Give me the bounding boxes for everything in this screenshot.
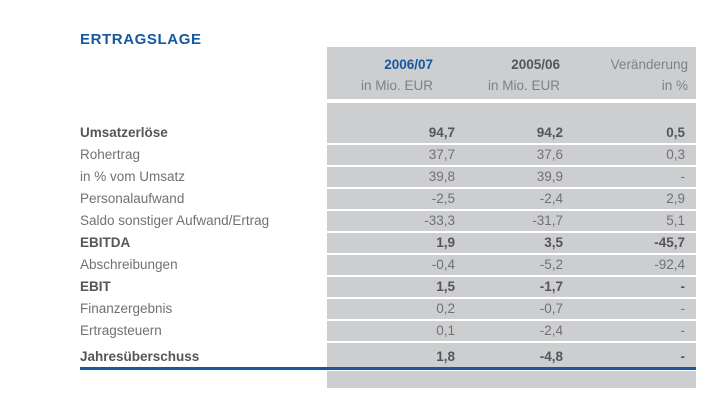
row-label: Jahresüberschuss <box>80 349 200 364</box>
value-2006-07: 37,7 <box>428 147 455 162</box>
column-unit-2006-07: in Mio. EUR <box>360 78 433 93</box>
value-2006-07: 1,9 <box>436 235 455 250</box>
value-veraenderung: 0,5 <box>666 125 685 140</box>
table-row: Abschreibungen -0,4 -5,2 -92,4 <box>80 255 696 275</box>
value-2005-06: 37,6 <box>536 147 563 162</box>
column-header-veraenderung: Veränderung <box>610 57 688 72</box>
bottom-rule <box>80 367 696 370</box>
table-row: in % vom Umsatz 39,8 39,9 - <box>80 167 696 187</box>
value-2006-07: 1,5 <box>436 279 455 294</box>
row-band <box>327 189 696 209</box>
row-band <box>327 277 696 297</box>
row-label: Umsatzerlöse <box>80 125 168 140</box>
row-label: Ertragsteuern <box>80 323 162 338</box>
value-veraenderung: 0,3 <box>666 147 685 162</box>
value-2005-06: -2,4 <box>539 323 563 338</box>
value-2005-06: -5,2 <box>539 257 563 272</box>
value-2006-07: 0,2 <box>436 301 455 316</box>
column-unit-2005-06: in Mio. EUR <box>487 78 560 93</box>
value-2005-06: -0,7 <box>539 301 563 316</box>
value-2006-07: 39,8 <box>428 169 455 184</box>
value-veraenderung: 5,1 <box>666 213 685 228</box>
footer-band <box>327 371 696 388</box>
value-2006-07: -0,4 <box>431 257 455 272</box>
value-veraenderung: -92,4 <box>654 257 685 272</box>
row-band <box>327 255 696 275</box>
value-2005-06: 3,5 <box>544 235 563 250</box>
table-row: Finanzergebnis 0,2 -0,7 - <box>80 299 696 319</box>
table-row: Jahresüberschuss 1,8 -4,8 - <box>80 343 696 367</box>
row-band <box>327 103 696 143</box>
table-row: Rohertrag 37,7 37,6 0,3 <box>80 145 696 165</box>
value-2006-07: 1,8 <box>436 349 455 364</box>
row-label: EBIT <box>80 279 111 294</box>
value-veraenderung: 2,9 <box>666 191 685 206</box>
value-2005-06: 39,9 <box>536 169 563 184</box>
row-band <box>327 321 696 341</box>
row-label: Rohertrag <box>80 147 141 162</box>
value-veraenderung: - <box>680 169 686 184</box>
column-header-2006-07: 2006/07 <box>384 57 433 72</box>
value-2006-07: 94,7 <box>428 125 455 140</box>
value-2006-07: -33,3 <box>424 213 455 228</box>
value-2006-07: 0,1 <box>436 323 455 338</box>
value-veraenderung: - <box>680 279 686 294</box>
value-veraenderung: - <box>680 349 686 364</box>
row-band <box>327 299 696 319</box>
table-row: EBIT 1,5 -1,7 - <box>80 277 696 297</box>
row-band <box>327 233 696 253</box>
row-band <box>327 167 696 187</box>
value-2005-06: 94,2 <box>536 125 563 140</box>
row-label: Personalaufwand <box>80 191 185 206</box>
row-label: EBITDA <box>80 235 131 250</box>
page-title: ERTRAGSLAGE <box>80 31 202 48</box>
row-label: Abschreibungen <box>80 257 178 272</box>
value-2006-07: -2,5 <box>431 191 455 206</box>
row-band <box>327 211 696 231</box>
value-2005-06: -1,7 <box>539 279 563 294</box>
column-header-2005-06: 2005/06 <box>511 57 560 72</box>
table-header: 2006/07 in Mio. EUR 2005/06 in Mio. EUR … <box>327 47 696 99</box>
table-row: Saldo sonstiger Aufwand/Ertrag -33,3 -31… <box>80 211 696 231</box>
table-row: Personalaufwand -2,5 -2,4 2,9 <box>80 189 696 209</box>
column-unit-veraenderung: in % <box>661 78 688 93</box>
table-body: Umsatzerlöse 94,7 94,2 0,5 Rohertrag 37,… <box>80 103 696 369</box>
value-2005-06: -4,8 <box>539 349 563 364</box>
value-2005-06: -31,7 <box>532 213 563 228</box>
row-label: in % vom Umsatz <box>80 169 186 184</box>
value-veraenderung: -45,7 <box>654 235 685 250</box>
table-row: Ertragsteuern 0,1 -2,4 - <box>80 321 696 341</box>
row-label: Saldo sonstiger Aufwand/Ertrag <box>80 213 270 228</box>
row-band <box>327 343 696 367</box>
row-label: Finanzergebnis <box>80 301 173 316</box>
row-band <box>327 145 696 165</box>
value-veraenderung: - <box>680 301 686 316</box>
value-2005-06: -2,4 <box>539 191 563 206</box>
table-row: EBITDA 1,9 3,5 -45,7 <box>80 233 696 253</box>
table-row: Umsatzerlöse 94,7 94,2 0,5 <box>80 103 696 143</box>
value-veraenderung: - <box>680 323 686 338</box>
